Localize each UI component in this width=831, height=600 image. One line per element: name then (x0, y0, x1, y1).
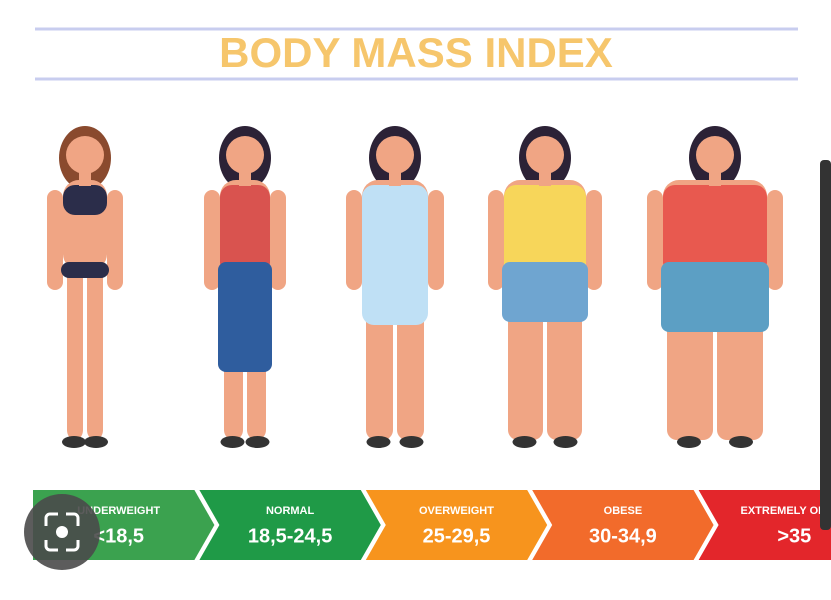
lens-icon[interactable] (44, 512, 80, 552)
shoe (729, 436, 753, 448)
bottom (502, 262, 588, 322)
shoe (677, 436, 701, 448)
arm (204, 190, 220, 290)
category-range: 25-29,5 (423, 525, 491, 547)
arm (586, 190, 602, 290)
head (526, 136, 564, 174)
head (696, 136, 734, 174)
arm (767, 190, 783, 290)
scale-arrow (532, 490, 714, 560)
figure (346, 126, 444, 448)
category-label: EXTREMELY OBESE (741, 505, 831, 517)
bottom (661, 262, 769, 332)
lens-button[interactable] (24, 494, 100, 570)
arm (346, 190, 362, 290)
category-label: UNDERWEIGHT (77, 505, 160, 517)
top (663, 185, 767, 275)
shoe (62, 436, 86, 448)
head (376, 136, 414, 174)
shoe (399, 436, 424, 448)
scroll-handle (820, 160, 831, 530)
bottom (218, 262, 272, 372)
arm (488, 190, 504, 290)
leg (67, 260, 83, 440)
category-range: >35 (777, 525, 811, 547)
category-range: <18,5 (93, 525, 144, 547)
shoe (84, 436, 108, 448)
scale-arrow (199, 490, 381, 560)
top (220, 185, 270, 275)
arm (270, 190, 286, 290)
arm (647, 190, 663, 290)
arm (47, 190, 63, 290)
scale-arrow (365, 490, 548, 560)
arm (428, 190, 444, 290)
category-label: OVERWEIGHT (419, 505, 494, 517)
leg (87, 260, 103, 440)
top (504, 185, 586, 275)
figure (47, 126, 123, 448)
figure (204, 126, 286, 448)
category-label: NORMAL (266, 505, 315, 517)
scale-arrow (698, 490, 831, 560)
head (66, 136, 104, 174)
category-range: 18,5-24,5 (248, 525, 333, 547)
bottom (61, 262, 109, 278)
shoe (512, 436, 537, 448)
top (362, 185, 428, 325)
arm (107, 190, 123, 290)
figure (488, 126, 602, 448)
category-label: OBESE (604, 505, 643, 517)
shoe (220, 436, 245, 448)
title: BODY MASS INDEX (219, 29, 613, 76)
category-range: 30-34,9 (589, 525, 657, 547)
top (63, 185, 107, 215)
figure (647, 126, 783, 448)
lens-dot[interactable] (56, 526, 68, 538)
head (226, 136, 264, 174)
figures (47, 126, 783, 448)
shoe (553, 436, 578, 448)
shoe (366, 436, 391, 448)
shoe (245, 436, 270, 448)
bmi-scale: UNDERWEIGHT <18,5 NORMAL 18,5-24,5 OVERWEIGH… (33, 490, 831, 560)
